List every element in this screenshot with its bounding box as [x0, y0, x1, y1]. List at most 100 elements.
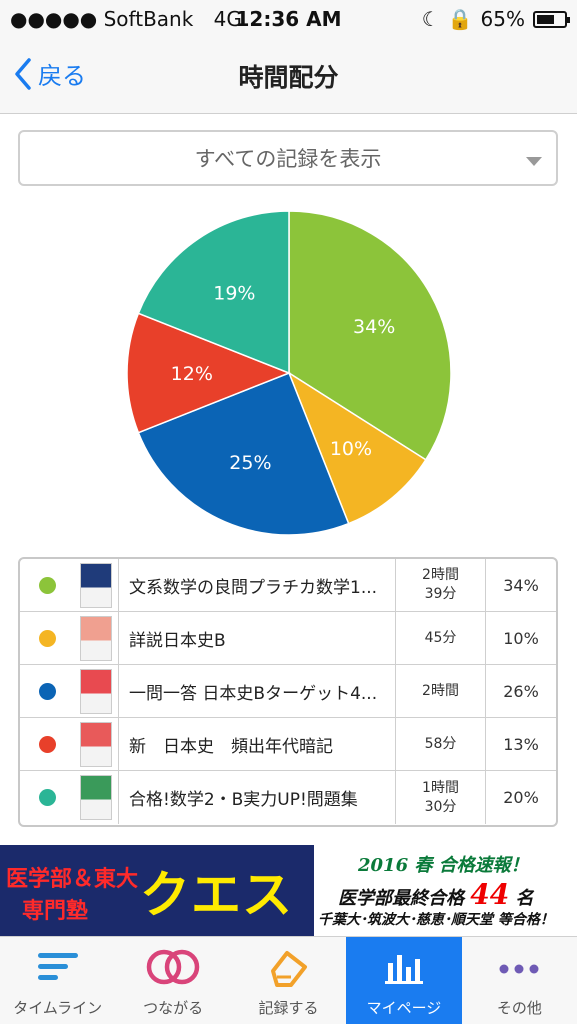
tab-label: つながる: [143, 999, 204, 1017]
banner-tagline: 医学部＆東大: [6, 866, 139, 892]
banner-left: 医学部＆東大 専門塾 クエスト: [0, 845, 314, 996]
record-time: 2時間: [396, 665, 486, 717]
color-dot: [38, 629, 56, 647]
tab-bar: タイムライン つながる 記録する マイページ その他: [0, 936, 577, 1024]
tab-label: その他: [496, 999, 542, 1017]
record-time: 2時間 39分: [396, 559, 486, 611]
tab-more[interactable]: その他: [462, 937, 577, 1024]
tab-mypage[interactable]: マイページ: [346, 937, 462, 1024]
pie-label-1: 10%: [330, 438, 372, 460]
thumb-cell: [74, 771, 119, 824]
banner-tagline-2: 専門塾: [22, 898, 89, 924]
back-label: 戻る: [38, 62, 86, 90]
timeline-icon: [36, 947, 80, 997]
record-icon: [267, 947, 311, 997]
banner-headline: 2016 春 合格速報！: [358, 855, 529, 876]
pie-label-2: 25%: [229, 452, 271, 474]
tab-timeline[interactable]: タイムライン: [0, 937, 115, 1024]
record-percent: 13%: [503, 734, 539, 754]
thumb-cell: [74, 718, 119, 770]
pie-slice-3: [126, 312, 292, 434]
book-cover-thumbnail: [80, 615, 112, 661]
status-right: ☾ 🔒 65%: [421, 7, 570, 31]
tab-connect[interactable]: つながる: [115, 937, 230, 1024]
battery-percent: 65%: [480, 7, 525, 31]
thumb-cell: [74, 612, 119, 664]
book-cover-thumbnail: [80, 562, 112, 608]
pie-slice-0: [288, 210, 452, 461]
page-title: 時間配分: [238, 63, 339, 92]
status-bar: ●●●●● SoftBank 4G 12:36 AM ☾ 🔒 65%: [0, 0, 577, 38]
record-row[interactable]: 文系数学の良問プラチカ数学1... 2時間 39分 34%: [20, 559, 556, 612]
banner-result: 医学部最終合格 44 名: [338, 878, 534, 911]
record-time-line1: 2時間: [422, 682, 459, 699]
time-allocation-pie-chart: 34% 10% 25% 12% 19%: [126, 210, 452, 536]
rotation-lock-icon: 🔒: [447, 7, 473, 31]
battery-icon: [533, 10, 570, 28]
tab-label: 記録する: [258, 999, 319, 1017]
color-cell: [20, 612, 74, 664]
thumb-cell: [74, 665, 119, 717]
color-cell: [20, 771, 74, 824]
record-time-line1: 45分: [424, 629, 457, 646]
book-cover-thumbnail: [80, 668, 112, 714]
color-dot: [38, 576, 56, 594]
record-list: 文系数学の良問プラチカ数学1... 2時間 39分 34% 詳説日本史B 45分 10% 一問…: [18, 557, 558, 827]
back-button[interactable]: 戻る: [14, 56, 86, 91]
record-time: 58分: [396, 718, 486, 770]
book-cover-thumbnail: [80, 721, 112, 767]
mypage-icon: [382, 947, 426, 997]
color-cell: [20, 559, 74, 611]
record-time-line2: 30分: [424, 798, 457, 815]
tab-record[interactable]: 記録する: [231, 937, 346, 1024]
color-dot: [38, 735, 56, 753]
pie-label-0: 34%: [353, 316, 395, 338]
network-type: 4G: [213, 7, 242, 31]
color-cell: [20, 665, 74, 717]
clock: 12:36 AM: [235, 7, 342, 31]
record-time-line1: 1時間: [422, 779, 459, 796]
color-dot: [38, 789, 56, 806]
tab-label: マイページ: [366, 999, 442, 1017]
record-row[interactable]: 合格!数学2・B実力UP!問題集 1時間 30分 20%: [20, 771, 556, 824]
battery-fill: [537, 14, 554, 24]
record-percent: 26%: [503, 681, 539, 701]
navigation-bar: 戻る 時間配分: [0, 38, 577, 114]
record-time: 1時間 30分: [396, 771, 486, 824]
banner-result-count: 44: [470, 878, 510, 911]
record-name: 新 日本史 頻出年代暗記: [119, 718, 396, 770]
banner-universities: 千葉大･筑波大･慈恵･順天堂 等合格！: [318, 912, 554, 928]
pie-label-4: 19%: [213, 283, 255, 305]
pie-slice-1: [287, 371, 427, 525]
pie-label-3: 12%: [171, 363, 213, 385]
record-time: 45分: [396, 612, 486, 664]
record-percent: 20%: [503, 788, 539, 807]
color-dot: [38, 682, 56, 700]
record-percent: 10%: [503, 628, 539, 648]
tab-label: タイムライン: [13, 999, 103, 1017]
advertisement-banner[interactable]: 医学部＆東大 専門塾 クエスト 2016 春 合格速報！ 医学部最終合格 44 …: [0, 845, 577, 996]
more-icon: [494, 947, 544, 997]
record-row[interactable]: 一問一答 日本史Bターゲット4... 2時間 26%: [20, 665, 556, 718]
record-time-line2: 39分: [424, 586, 457, 602]
pie-slice-4: [137, 210, 290, 375]
record-name: 文系数学の良問プラチカ数学1...: [119, 559, 396, 611]
banner-result-label: 医学部最終合格: [338, 888, 464, 909]
filter-selected-value: すべての記録を表示: [194, 147, 382, 171]
record-time-line1: 58分: [424, 735, 457, 752]
record-row[interactable]: 詳説日本史B 45分 10%: [20, 612, 556, 665]
color-cell: [20, 718, 74, 770]
record-time-line1: 2時間: [422, 567, 459, 583]
record-percent: 34%: [503, 575, 539, 595]
banner-right: 2016 春 合格速報！ 医学部最終合格 44 名 千葉大･筑波大･慈恵･順天堂…: [314, 845, 577, 936]
record-filter-dropdown[interactable]: すべての記録を表示: [18, 130, 558, 186]
dropdown-caret-icon: [526, 157, 542, 166]
chevron-left-icon: [15, 57, 31, 90]
record-name: 詳説日本史B: [119, 612, 396, 664]
moon-icon: ☾: [421, 7, 440, 31]
carrier-label: ●●●●● SoftBank 4G: [10, 7, 242, 31]
thumb-cell: [74, 559, 119, 611]
record-row[interactable]: 新 日本史 頻出年代暗記 58分 13%: [20, 718, 556, 771]
pie-slice-2: [137, 372, 350, 536]
carrier-text: ●●●●● SoftBank: [10, 7, 194, 31]
